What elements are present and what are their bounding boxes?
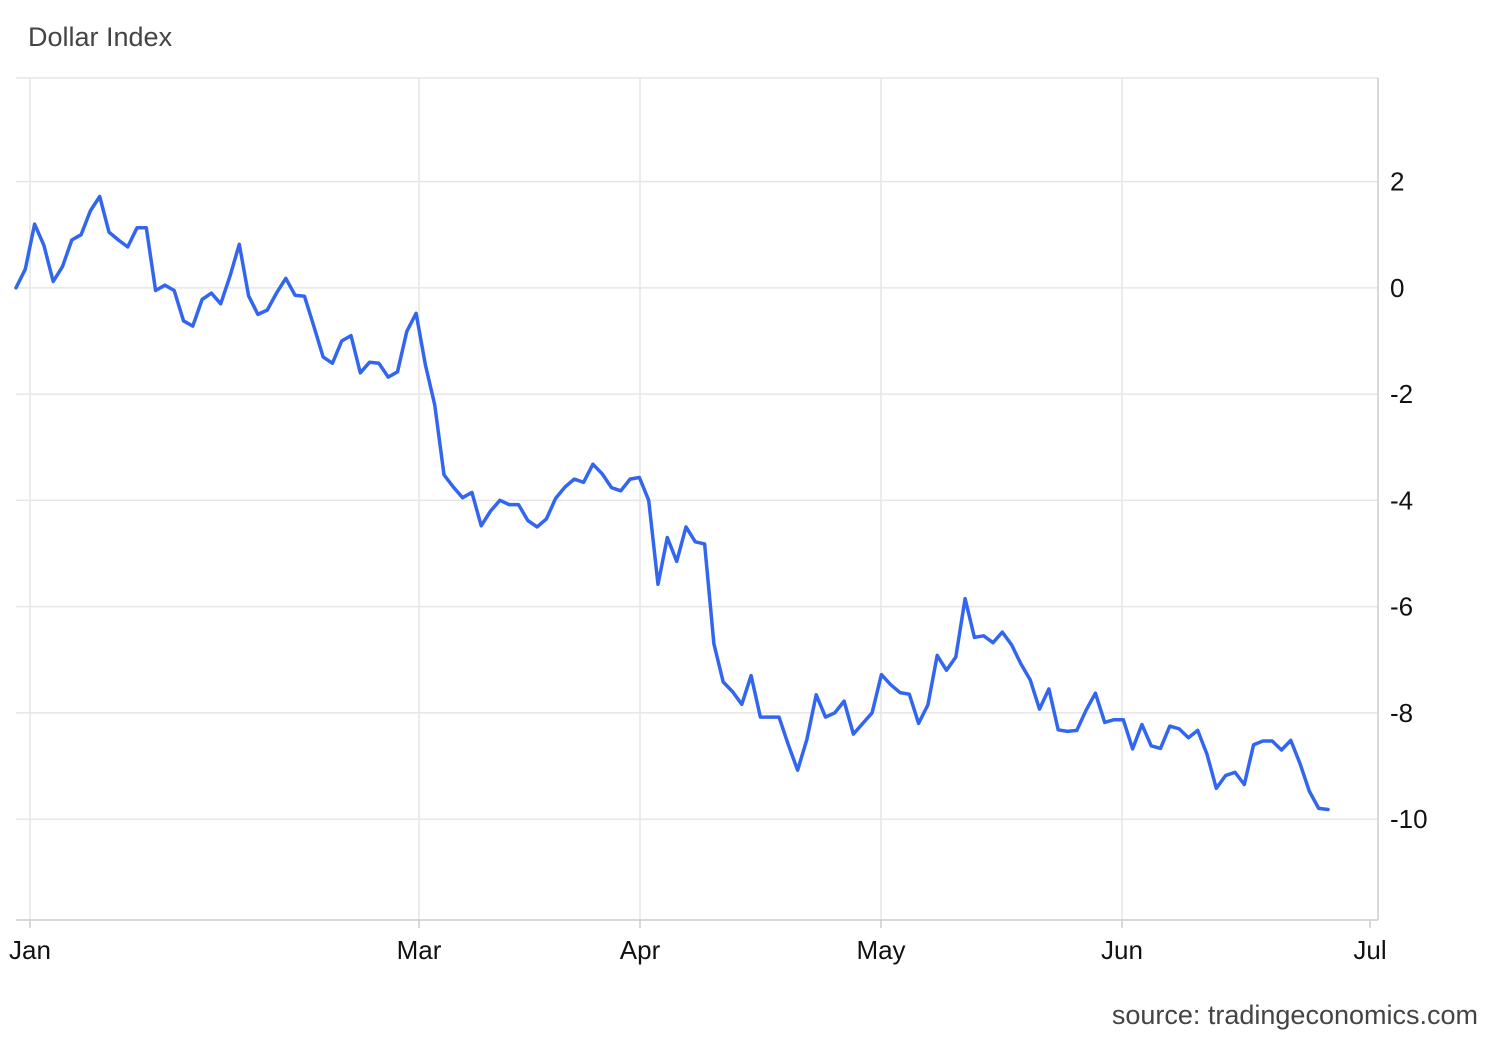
- source-credit: source: tradingeconomics.com: [1111, 1000, 1478, 1030]
- x-tick-label: Jul: [1353, 935, 1386, 965]
- chart-title: Dollar Index: [28, 22, 173, 52]
- x-tick-label: Mar: [397, 935, 442, 965]
- y-tick-label: 2: [1390, 167, 1404, 197]
- x-tick-label: Apr: [620, 935, 661, 965]
- x-tick-label: Jun: [1101, 935, 1143, 965]
- y-axis-labels: 2 0 -2 -4 -6 -8 -10: [1390, 167, 1428, 834]
- series-group: [14, 194, 1330, 812]
- x-axis-labels: Jan Mar Apr May Jun Jul: [9, 935, 1387, 965]
- y-tick-label: -2: [1390, 379, 1413, 409]
- x-tick-label: Jan: [9, 935, 51, 965]
- y-tick-label: -6: [1390, 592, 1413, 622]
- y-tick-label: -8: [1390, 698, 1413, 728]
- gridlines: [16, 77, 1378, 920]
- dollar-index-line: [14, 194, 1330, 812]
- y-tick-label: 0: [1390, 273, 1404, 303]
- x-tick-label: May: [856, 935, 905, 965]
- y-tick-label: -4: [1390, 485, 1413, 515]
- axes: [16, 78, 1379, 928]
- y-tick-label: -10: [1390, 804, 1428, 834]
